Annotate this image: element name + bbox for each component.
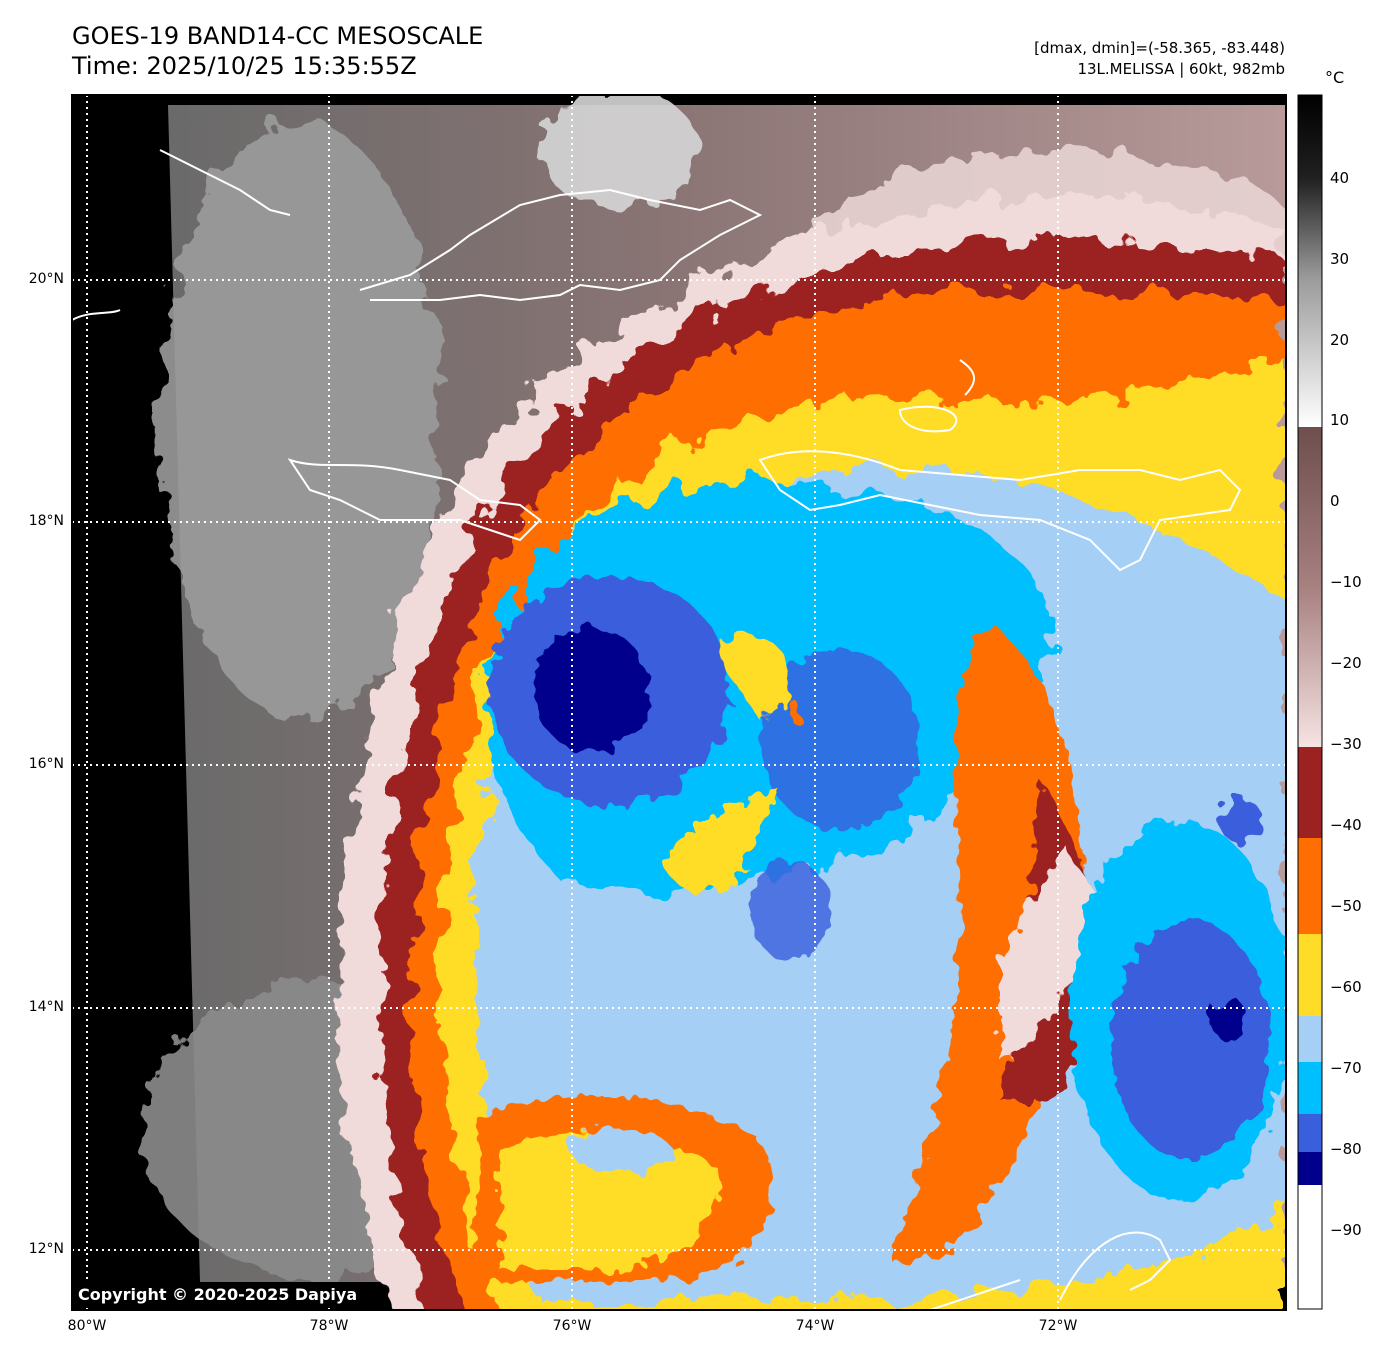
lon-label-74w: 74°W: [795, 1318, 835, 1334]
lon-label-76w: 76°W: [552, 1318, 592, 1334]
colorbar: [1297, 94, 1323, 1310]
lat-label-18n: 18°N: [28, 513, 64, 529]
colorbar-tick-minus60: −60: [1330, 978, 1362, 996]
chart-title: GOES-19 BAND14-CC MESOSCALE: [72, 22, 484, 50]
colorbar-tick-20: 20: [1330, 331, 1350, 349]
colorbar-tick-minus20: −20: [1330, 654, 1362, 672]
colorbar-tick-10: 10: [1330, 411, 1350, 429]
colorbar-tick-minus40: −40: [1330, 816, 1362, 834]
grid-lines: [72, 95, 1286, 1310]
colorbar-tick-minus10: −10: [1330, 573, 1362, 591]
lon-label-72w: 72°W: [1038, 1318, 1078, 1334]
lat-label-12n: 12°N: [28, 1241, 64, 1257]
colorbar-tick-minus30: −30: [1330, 735, 1362, 753]
time-label: Time: 2025/10/25 15:35:55Z: [72, 52, 417, 80]
cloud-field: [72, 95, 1286, 1310]
lat-label-16n: 16°N: [28, 756, 64, 772]
colorbar-tick-minus80: −80: [1330, 1140, 1362, 1158]
colorbar-tick-40: 40: [1330, 169, 1350, 187]
copyright-notice: Copyright © 2020-2025 Dapiya: [72, 1282, 366, 1308]
colorbar-unit: °C: [1325, 68, 1345, 87]
range-label: [dmax, dmin]=(-58.365, -83.448): [1034, 39, 1285, 57]
colorbar-tick-0: 0: [1330, 492, 1340, 510]
lon-label-80w: 80°W: [67, 1318, 107, 1334]
colorbar-tick-minus90: −90: [1330, 1221, 1362, 1239]
lon-label-78w: 78°W: [309, 1318, 349, 1334]
colorbar-tick-30: 30: [1330, 250, 1350, 268]
colorbar-tick-minus50: −50: [1330, 897, 1362, 915]
lat-label-14n: 14°N: [28, 999, 64, 1015]
lat-label-20n: 20°N: [28, 271, 64, 287]
storm-label: 13L.MELISSA | 60kt, 982mb: [1077, 60, 1285, 78]
coastlines: [72, 149, 1242, 1310]
colorbar-tick-minus70: −70: [1330, 1059, 1362, 1077]
